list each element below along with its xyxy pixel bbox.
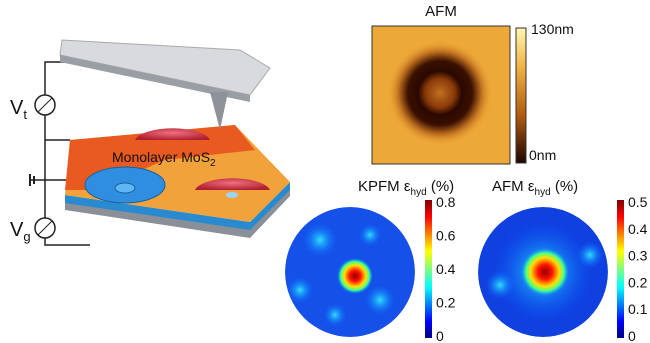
afm-strain-panel: AFM εhyd (%) 0.5 0.4 0.3 0.2 0.1 0 [478, 178, 648, 343]
colorbar-tick-label: 0.1 [628, 301, 648, 317]
colorbar-tick-label: 0.8 [436, 194, 456, 210]
tip-voltage-label: Vt [10, 97, 27, 122]
afm-strain-colorbar [617, 200, 624, 338]
afm-title: AFM [425, 3, 457, 20]
colorbar-tick-label: 0.6 [436, 228, 456, 244]
colorbar-tick-label: 0.2 [436, 295, 456, 311]
kpfm-panel: KPFM εhyd (%) 0.80.60.40.20 [285, 178, 456, 343]
afm-colorbar [516, 28, 526, 163]
colorbar-tick-label: 0.4 [436, 261, 456, 277]
colorbar-tick-label: 0.3 [628, 248, 648, 264]
colorbar-tick-label: 0.4 [628, 221, 648, 237]
figure: Vt Vg Monolayer MoS2 AFM 130nm 0nm KPFM … [0, 0, 650, 343]
colorbar-min: 0nm [529, 147, 556, 163]
kpfm-colorbar [425, 200, 432, 338]
schematic: Vt Vg Monolayer MoS2 [10, 40, 290, 245]
gate-voltage-label: Vg [10, 219, 31, 244]
afm-panel: AFM 130nm 0nm [372, 3, 574, 164]
colorbar-max: 130nm [531, 21, 574, 37]
colorbar-tick-label: 0 [436, 328, 444, 343]
colorbar-tick-label: 0 [628, 328, 636, 343]
colorbar-tick-label: 0.5 [628, 194, 648, 210]
colorbar-tick-label: 0.2 [628, 274, 648, 290]
afm-strain-title: AFM εhyd (%) [492, 178, 578, 198]
